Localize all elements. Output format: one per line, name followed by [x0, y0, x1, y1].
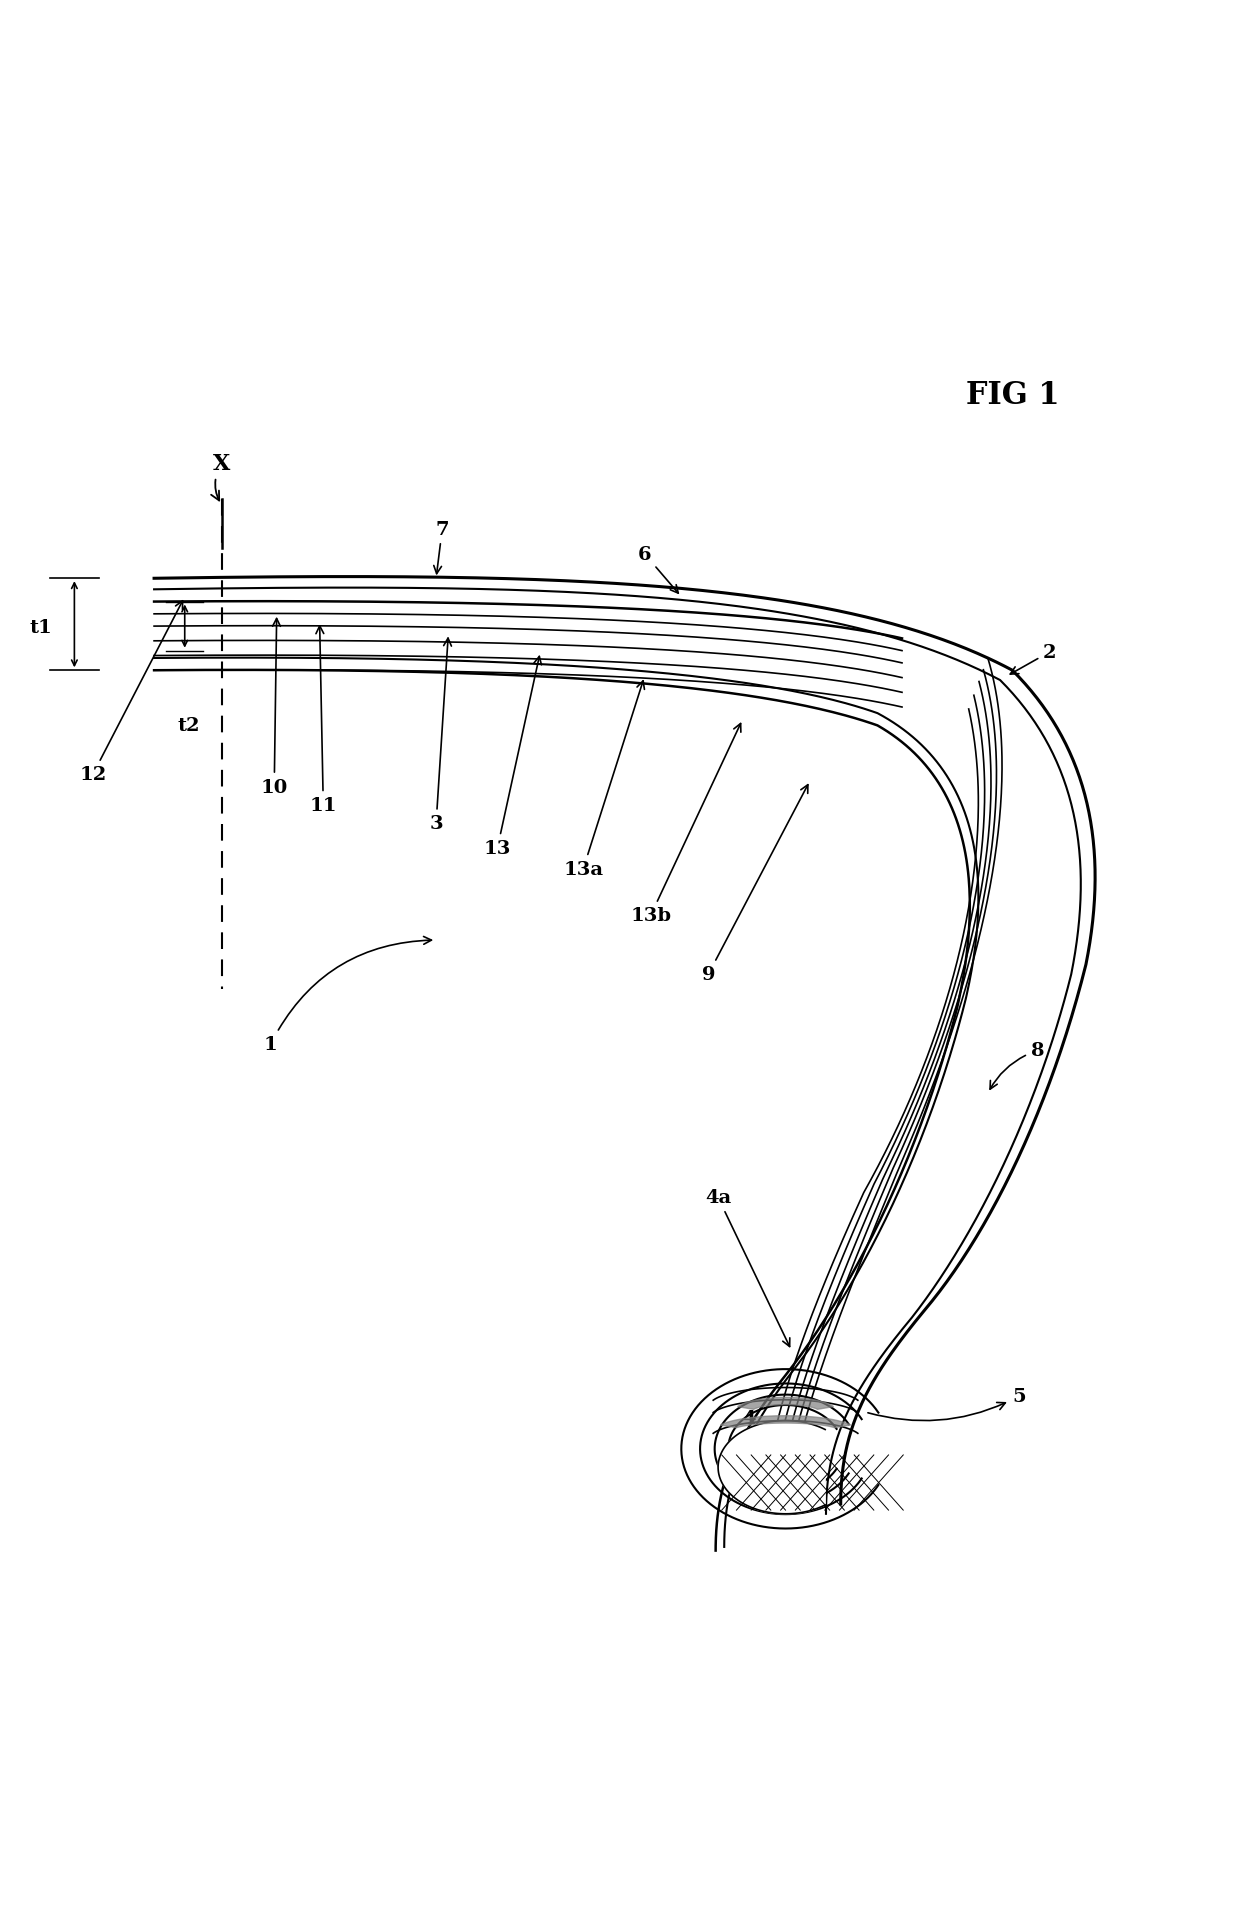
Text: 13b: 13b: [630, 724, 740, 924]
Text: 13: 13: [484, 656, 542, 857]
Text: 4: 4: [742, 1409, 774, 1494]
Text: 13a: 13a: [563, 681, 645, 878]
Text: 5: 5: [868, 1388, 1025, 1420]
Text: X: X: [211, 454, 231, 502]
Polygon shape: [738, 1397, 833, 1409]
Polygon shape: [718, 1420, 825, 1513]
Text: 9: 9: [702, 786, 808, 984]
Text: 10: 10: [260, 620, 288, 797]
Text: 6: 6: [637, 546, 678, 594]
Text: t1: t1: [30, 620, 52, 637]
Text: FIG 1: FIG 1: [966, 380, 1059, 411]
Text: 2: 2: [1011, 643, 1056, 676]
Text: 8: 8: [990, 1042, 1044, 1090]
Text: t2: t2: [177, 718, 200, 735]
Text: 7: 7: [434, 521, 449, 575]
Text: 12: 12: [79, 602, 182, 784]
Text: 11: 11: [310, 627, 337, 814]
Text: 4a: 4a: [706, 1189, 790, 1347]
Text: 3: 3: [429, 639, 451, 834]
Text: 1: 1: [264, 936, 432, 1054]
Polygon shape: [720, 1417, 851, 1428]
